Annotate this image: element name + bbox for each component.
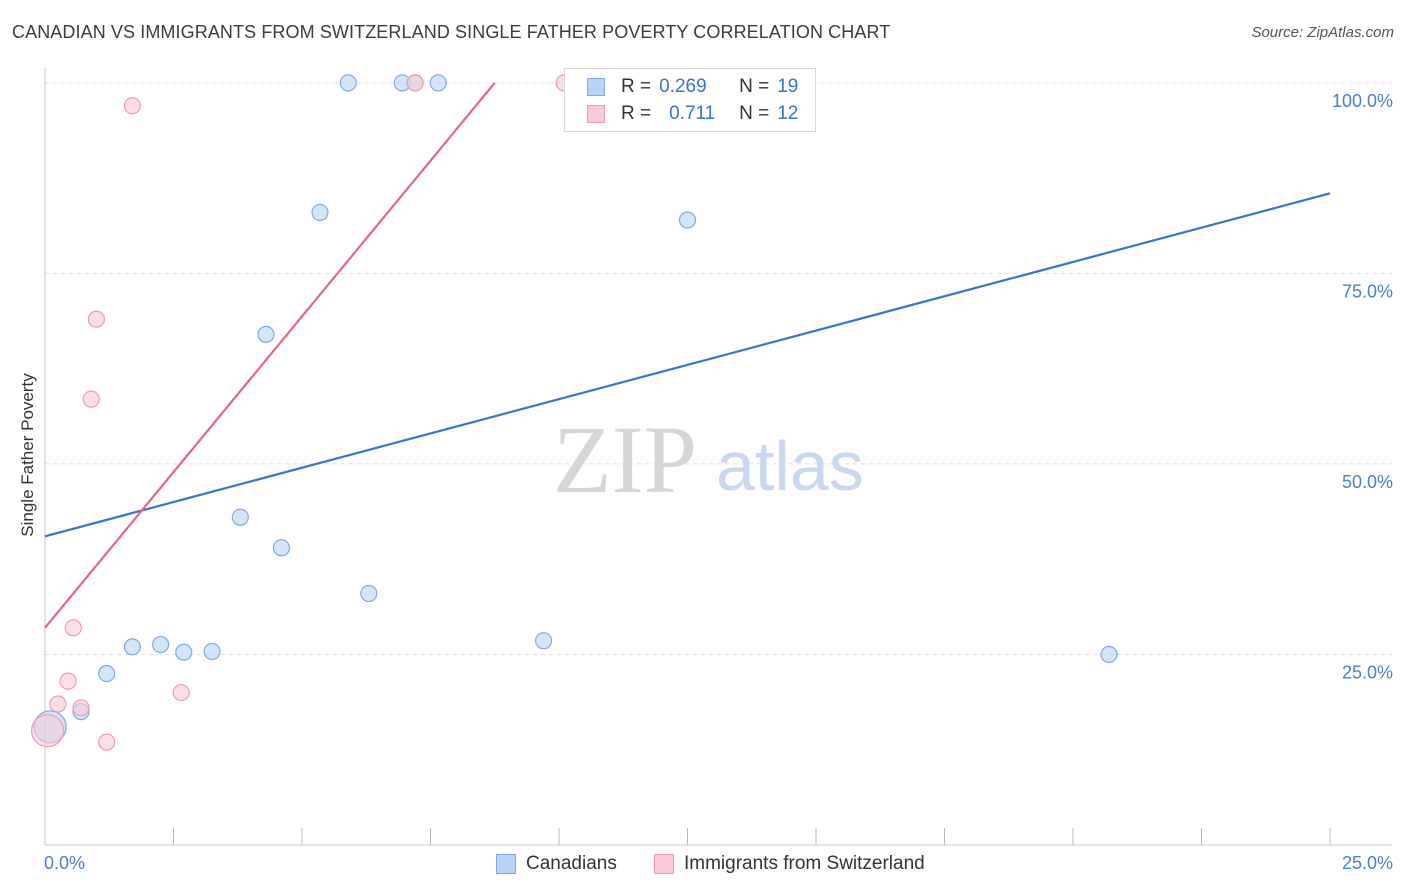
canadians-point xyxy=(429,74,447,92)
y-tick-label: 100.0% xyxy=(1332,91,1393,111)
swiss-swatch xyxy=(587,105,605,123)
legend-r-value: 0.269 xyxy=(659,76,707,97)
canadians-point xyxy=(678,211,697,229)
canadians-point xyxy=(272,539,291,557)
legend-r-label: R = xyxy=(621,76,652,97)
swiss-point xyxy=(30,714,65,748)
trend-lines xyxy=(44,82,1331,629)
canadians-point xyxy=(123,638,141,656)
canadians-point xyxy=(311,203,329,222)
swiss-point xyxy=(87,310,106,328)
swiss-point xyxy=(172,683,190,702)
legend-n-label: N = xyxy=(739,76,770,97)
swiss-legend-label: Immigrants from Switzerland xyxy=(684,853,925,874)
swiss-legend-swatch xyxy=(654,854,674,874)
swiss-point xyxy=(123,97,141,115)
correlation-legend: R = 0.269 N = 19 R = 0.711 N = 12 xyxy=(564,68,816,132)
bottom-legend-canadians: Canadians xyxy=(496,852,617,876)
canadians-point xyxy=(257,325,275,343)
canadians-legend-label: Canadians xyxy=(526,853,617,874)
canadians-point xyxy=(1100,645,1118,664)
legend-n-value: 12 xyxy=(777,103,799,124)
canadians-legend-swatch xyxy=(496,854,516,874)
x-tick-label: 0.0% xyxy=(44,853,85,873)
x-tick-label: 25.0% xyxy=(1342,853,1393,873)
legend-r-value: 0.711 xyxy=(669,103,716,124)
canadians-point xyxy=(152,635,170,654)
y-tick-label: 75.0% xyxy=(1342,281,1393,301)
watermark-zip: ZIP xyxy=(553,406,697,513)
legend-row-swiss: R = 0.711 N = 12 xyxy=(587,101,799,127)
y-axis-label: Single Father Poverty xyxy=(18,373,37,537)
canadians-point xyxy=(534,632,553,650)
swiss-point xyxy=(59,672,77,690)
data-points xyxy=(30,74,1118,751)
legend-row-canadians: R = 0.269 N = 19 xyxy=(587,74,799,100)
canadians-point xyxy=(231,508,249,526)
legend-n-label: N = xyxy=(739,103,770,124)
legend-n-value: 19 xyxy=(777,76,799,97)
swiss-trend-line xyxy=(44,82,496,629)
swiss-point xyxy=(406,74,424,92)
y-tick-label: 25.0% xyxy=(1342,662,1393,682)
tick-labels: 25.0% 50.0% 75.0% 100.0% 0.0% 25.0% xyxy=(44,91,1393,873)
y-tick-label: 50.0% xyxy=(1342,472,1393,492)
canadians-point xyxy=(360,584,378,603)
canadians-trend-line xyxy=(44,192,1331,538)
gridlines xyxy=(45,82,1392,655)
swiss-point xyxy=(49,695,67,713)
watermark: ZIP atlas xyxy=(553,406,864,513)
chart-title: CANADIAN VS IMMIGRANTS FROM SWITZERLAND … xyxy=(12,22,891,42)
canadians-point xyxy=(175,643,193,661)
canadians-point xyxy=(339,74,357,92)
swiss-point xyxy=(98,733,116,751)
legend-r-label: R = xyxy=(621,103,652,124)
canadians-point xyxy=(203,642,221,661)
swiss-point xyxy=(72,699,90,717)
swiss-point xyxy=(64,619,82,637)
chart-source: Source: ZipAtlas.com xyxy=(1251,24,1394,41)
canadians-point xyxy=(98,664,116,683)
watermark-atlas: atlas xyxy=(716,427,864,505)
swiss-point xyxy=(82,390,100,408)
canadians-swatch xyxy=(587,78,605,96)
bottom-legend-swiss: Immigrants from Switzerland xyxy=(654,852,925,876)
